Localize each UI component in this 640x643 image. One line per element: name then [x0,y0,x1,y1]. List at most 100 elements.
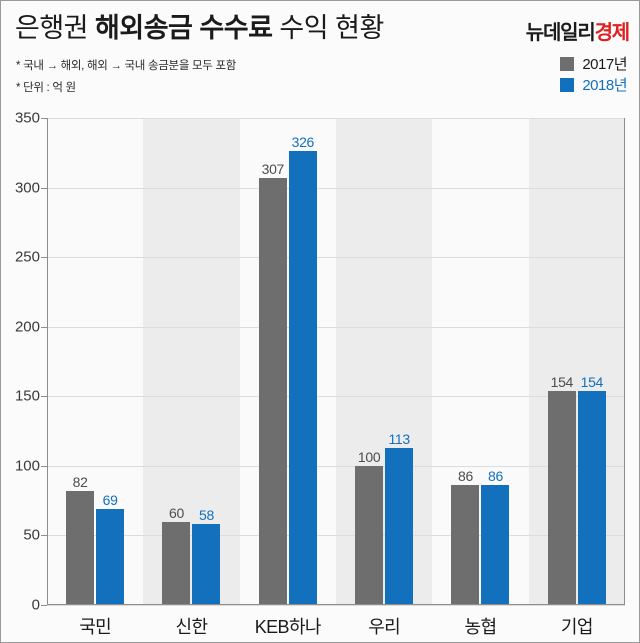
logo-text-accent: 경제 [594,22,631,44]
legend-label-2017: 2017년 [582,56,627,73]
bar-pair: 86 86 [432,118,528,605]
y-axis-tick-mark [41,396,47,398]
y-axis-tick-label: 350 [14,109,40,127]
gridline [47,257,625,259]
brand-logo: 뉴데일리경제 [525,16,631,45]
bar-value-label: 86 [457,468,473,485]
bar-value-label: 307 [261,160,285,177]
bar-value-label: 100 [357,448,381,465]
bar-column: 82 [66,118,95,605]
chart-header: 은행권 해외송금 수수료 수익 현황 뉴데일리경제 * 국내 → 해외, 해외 … [1,1,639,109]
gridline [47,465,625,467]
gridline [47,535,625,537]
bar-2017[interactable]: 86 [451,468,480,605]
bar-value-label: 82 [72,473,88,490]
bar-column: 113 [385,118,414,605]
y-axis-tick-mark [41,465,47,467]
page-title: 은행권 해외송금 수수료 수익 현황 [15,11,384,45]
footnote-scope: * 국내 → 해외, 해외 → 국내 송금분을 모두 포함 [16,60,237,72]
y-axis-tick-label: 50 [23,526,40,544]
y-axis-tick-label: 100 [14,457,40,475]
bar-2017[interactable]: 100 [355,449,384,605]
bar-2018[interactable]: 113 [385,431,414,605]
y-axis-tick-mark [41,326,47,328]
gridline [47,118,625,119]
bar-column: 154 [577,118,606,605]
bar-2017[interactable]: 154 [547,374,576,605]
bar-group: 100 113 우리 [336,118,432,637]
legend-label-2018: 2018년 [582,77,627,94]
bar-2017[interactable]: 60 [162,505,191,605]
title-segment-plain-1: 은행권 [15,13,96,43]
category-band [143,118,240,605]
y-axis-tick-mark [41,187,47,189]
footnote-unit: * 단위 : 억 원 [16,82,76,94]
x-axis-category-label: 농협 [464,617,498,637]
chart-legend: 2017년 2018년 [517,53,627,95]
legend-item-2017: 2017년 [517,53,627,74]
bar-2018[interactable]: 69 [96,492,125,605]
y-axis-tick-mark [41,535,47,537]
x-axis-category-label: 국민 [79,617,112,637]
y-axis-tick-label: 200 [14,318,40,336]
chart-plot-area: 0 50 100 150 200 250 300 350 82 69 국민 60 58 신한 307 326… [15,110,625,637]
y-axis-tick-label: 300 [14,179,40,197]
y-axis-tick-label: 250 [14,248,40,266]
bar-pair: 307 326 [240,118,336,605]
bar-2017[interactable]: 82 [66,474,95,605]
bar-group: 82 69 국민 [47,118,143,637]
bar-group: 60 58 신한 [143,118,239,637]
gridline [47,326,625,328]
bar-pair: 60 58 [143,118,239,605]
category-band [528,118,625,605]
legend-item-2018: 2018년 [517,74,627,95]
logo-text-primary: 뉴데일리 [525,22,596,44]
title-segment-plain-2: 수익 현황 [272,13,384,43]
bar-pair: 82 69 [47,118,143,605]
bar-column: 69 [96,118,125,605]
bar-2018[interactable]: 154 [577,374,606,605]
gridline [47,187,625,189]
bar-2018[interactable]: 86 [481,468,510,605]
bar-column: 58 [192,118,221,605]
bar-value-label: 69 [102,492,118,508]
legend-swatch-2018 [560,77,575,92]
bar-2018[interactable]: 58 [192,507,221,605]
bar-group: 307 326 KEB하나 [240,118,336,637]
bar-column: 326 [288,118,317,605]
bar-value-label: 154 [550,373,574,390]
bar-value-label: 326 [291,134,315,151]
bar-group: 86 86 농협 [432,118,528,637]
bar-value-label: 113 [388,430,410,447]
bar-pair: 100 113 [336,118,432,605]
bar-column: 307 [258,118,287,605]
title-segment-bold: 해외송금 수수료 [95,13,273,43]
bar-column: 60 [162,118,191,605]
bar-value-label: 154 [580,373,604,390]
bar-column: 100 [355,118,384,605]
gridline [47,396,625,398]
x-axis-category-label: 신한 [175,617,209,637]
bar-2018[interactable]: 326 [288,134,317,605]
bar-2017[interactable]: 307 [258,161,287,605]
x-axis-category-label: 우리 [368,617,401,637]
category-band [336,118,433,605]
gridline [47,605,625,606]
y-axis-tick-label: 0 [31,596,40,614]
bar-value-label: 86 [487,468,503,485]
legend-swatch-2017 [560,56,575,71]
y-axis-tick-mark [41,257,47,259]
x-axis-category-label: 기업 [560,617,594,637]
bar-value-label: 58 [198,507,214,524]
y-axis-tick-label: 150 [14,387,40,405]
bar-group: 154 154 기업 [529,118,625,637]
bar-column: 154 [547,118,576,605]
y-axis-tick-mark [41,605,47,606]
bar-pair: 154 154 [529,118,625,605]
bar-column: 86 [451,118,480,605]
x-axis-category-label: KEB하나 [254,617,322,637]
bar-column: 86 [481,118,510,605]
bar-value-label: 60 [168,504,184,521]
y-axis-tick-mark [41,118,47,119]
